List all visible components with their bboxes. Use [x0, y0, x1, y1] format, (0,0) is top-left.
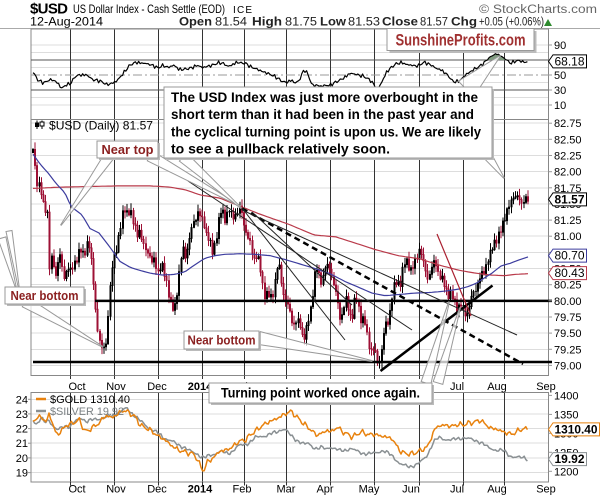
svg-text:23: 23 [16, 409, 28, 421]
svg-text:68.18: 68.18 [555, 56, 585, 68]
svg-text:79.25: 79.25 [554, 344, 582, 356]
svg-text:24: 24 [16, 394, 28, 406]
svg-text:1310.40: 1310.40 [555, 424, 598, 436]
svg-text:the cyclical turning point is: the cyclical turning point is upon us. W… [171, 124, 481, 139]
svg-text:50: 50 [554, 70, 566, 82]
svg-text:Dec: Dec [147, 484, 167, 496]
svg-text:© StockCharts.com: © StockCharts.com [479, 4, 597, 16]
svg-text:20: 20 [16, 453, 28, 465]
svg-text:81.25: 81.25 [554, 215, 582, 227]
svg-text:Oct: Oct [68, 381, 85, 393]
svg-text:1400: 1400 [554, 390, 578, 402]
svg-text:Chg: Chg [451, 17, 477, 29]
svg-text:Mar: Mar [277, 484, 296, 496]
svg-text:79.75: 79.75 [554, 312, 582, 324]
svg-text:Near bottom: Near bottom [11, 288, 79, 303]
svg-text:80.43: 80.43 [555, 268, 585, 280]
svg-text:30: 30 [554, 85, 566, 97]
svg-text:82.25: 82.25 [554, 151, 582, 163]
svg-text:$GOLD 1310.40: $GOLD 1310.40 [50, 394, 130, 406]
svg-text:19: 19 [16, 468, 28, 480]
svg-text:$USD (Daily) 81.57: $USD (Daily) 81.57 [49, 119, 153, 133]
svg-text:Close: Close [382, 17, 418, 29]
svg-text:82.00: 82.00 [554, 167, 582, 179]
svg-text:US Dollar Index - Cash Settle: US Dollar Index - Cash Settle (EOD) [73, 2, 225, 16]
svg-text:80.00: 80.00 [554, 296, 582, 308]
svg-text:Jun: Jun [402, 484, 420, 496]
svg-text:Jul: Jul [450, 484, 464, 496]
svg-text:10: 10 [554, 100, 566, 112]
svg-text:Turning point worked once agai: Turning point worked once again. [221, 386, 420, 401]
svg-text:+0.05 (+0.06%): +0.05 (+0.06%) [479, 17, 544, 29]
svg-text:The USD Index was just more ov: The USD Index was just more overbought i… [171, 90, 478, 105]
svg-text:ICE: ICE [233, 5, 252, 16]
svg-text:short term than it had been in: short term than it had been in the past … [171, 107, 474, 122]
svg-text:Nov: Nov [106, 381, 126, 393]
svg-text:Sep: Sep [536, 381, 556, 393]
svg-text:Near top: Near top [102, 142, 154, 157]
svg-text:Oct: Oct [68, 484, 85, 496]
svg-text:Near bottom: Near bottom [188, 333, 256, 348]
svg-text:SunshineProfits.com: SunshineProfits.com [396, 32, 526, 50]
svg-text:21: 21 [16, 438, 28, 450]
svg-text:12-Aug-2014: 12-Aug-2014 [30, 15, 103, 29]
svg-text:to see a pullback relatively s: to see a pullback relatively soon. [171, 142, 390, 157]
svg-text:High: High [252, 17, 282, 29]
svg-text:81.00: 81.00 [554, 231, 582, 243]
svg-text:82.75: 82.75 [554, 118, 582, 130]
svg-text:Low: Low [320, 17, 346, 29]
svg-text:82.50: 82.50 [554, 134, 582, 146]
svg-text:Aug: Aug [487, 484, 507, 496]
svg-text:Feb: Feb [233, 484, 252, 496]
svg-text:Sep: Sep [536, 484, 556, 496]
svg-text:1350: 1350 [554, 409, 578, 421]
svg-text:Open: Open [179, 17, 212, 29]
svg-text:90: 90 [554, 40, 566, 52]
svg-text:May: May [359, 484, 380, 496]
svg-text:1200: 1200 [554, 466, 578, 478]
svg-text:80.70: 80.70 [555, 251, 585, 263]
svg-text:80.25: 80.25 [554, 280, 582, 292]
svg-text:79.00: 79.00 [554, 360, 582, 372]
svg-text:81.57: 81.57 [420, 17, 448, 29]
svg-text:Aug: Aug [487, 381, 507, 393]
svg-text:19.92: 19.92 [555, 454, 585, 466]
svg-text:Dec: Dec [147, 381, 167, 393]
svg-text:Jul: Jul [450, 381, 464, 393]
svg-text:$SILVER 19.92: $SILVER 19.92 [50, 406, 124, 418]
svg-text:81.53: 81.53 [348, 17, 380, 29]
svg-text:Nov: Nov [106, 484, 126, 496]
svg-text:81.75: 81.75 [285, 17, 317, 29]
svg-text:81.57: 81.57 [555, 194, 585, 206]
svg-text:79.50: 79.50 [554, 328, 582, 340]
svg-text:Apr: Apr [316, 484, 333, 496]
svg-text:81.75: 81.75 [554, 183, 582, 195]
svg-text:22: 22 [16, 424, 28, 436]
svg-text:2014: 2014 [188, 381, 213, 393]
svg-text:81.54: 81.54 [215, 17, 248, 29]
svg-text:2014: 2014 [188, 484, 213, 496]
svg-text:$USD: $USD [30, 1, 68, 18]
